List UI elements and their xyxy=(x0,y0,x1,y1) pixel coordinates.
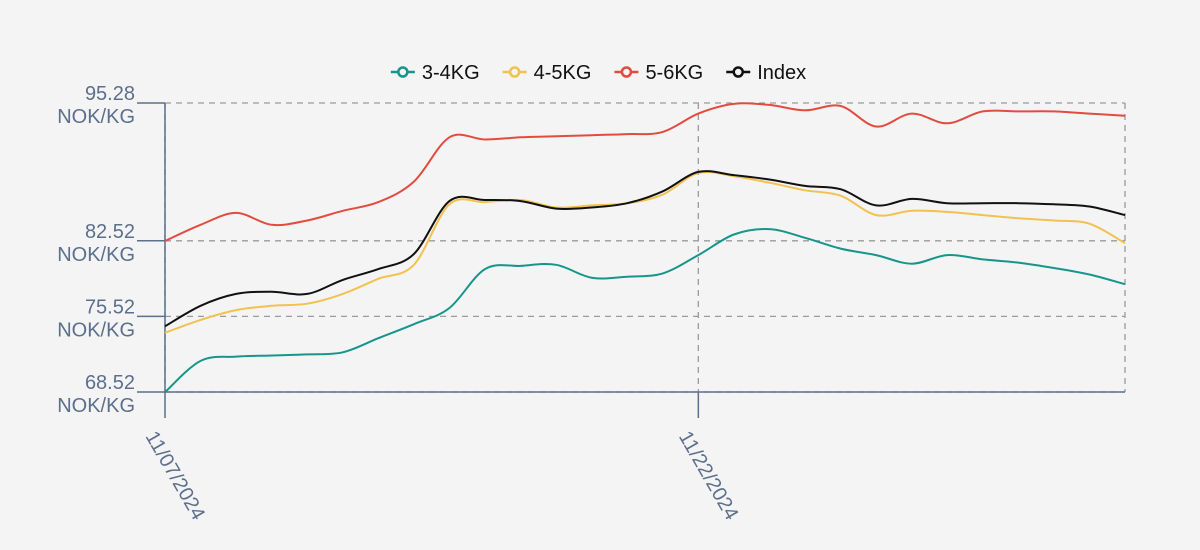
y-tick-label: 75.52 NOK/KG xyxy=(57,296,135,341)
y-tick-unit: NOK/KG xyxy=(57,244,135,266)
legend-label: 3-4KG xyxy=(422,62,480,84)
y-tick-unit: NOK/KG xyxy=(57,106,135,128)
legend-marker-icon xyxy=(508,66,521,78)
legend-item-5-6kg[interactable]: 5-6KG xyxy=(614,62,703,84)
legend-label: Index xyxy=(757,62,806,84)
legend-item-4-5kg[interactable]: 4-5KG xyxy=(502,62,592,84)
legend-item-3-4kg[interactable]: 3-4KG xyxy=(390,62,480,84)
y-tick-value: 68.52 xyxy=(85,372,135,394)
y-tick-value: 75.52 xyxy=(85,296,135,318)
series-line-5-6kg xyxy=(164,102,1126,242)
series-lines xyxy=(164,102,1126,393)
legend-marker-icon xyxy=(732,66,744,78)
x-tick-label: 11/22/2024 xyxy=(674,428,742,524)
legend: 3-4KG 4-5KG 5-6KG Index xyxy=(390,62,806,84)
y-tick-value: 95.28 xyxy=(85,83,135,105)
legend-item-index[interactable]: Index xyxy=(726,62,806,84)
x-tick-labels: 11/07/2024 11/22/2024 xyxy=(141,428,743,524)
y-tick-label: 82.52 NOK/KG xyxy=(57,221,135,266)
y-tick-label: 68.52 NOK/KG xyxy=(57,372,135,417)
legend-label: 5-6KG xyxy=(645,62,703,84)
series-line-3-4kg xyxy=(164,228,1126,393)
x-tick-label: 11/07/2024 xyxy=(141,428,209,524)
legend-marker-icon xyxy=(397,66,409,78)
series-line-index xyxy=(164,170,1126,328)
y-tick-unit: NOK/KG xyxy=(57,395,135,417)
legend-marker-icon xyxy=(620,66,633,78)
gridlines xyxy=(164,102,1126,393)
y-tick-label: 95.28 NOK/KG xyxy=(57,83,135,128)
y-tick-unit: NOK/KG xyxy=(57,319,135,341)
y-tick-value: 82.52 xyxy=(85,221,135,243)
legend-label: 4-5KG xyxy=(534,62,592,84)
axes xyxy=(137,102,1125,418)
series-line-4-5kg xyxy=(164,170,1126,334)
